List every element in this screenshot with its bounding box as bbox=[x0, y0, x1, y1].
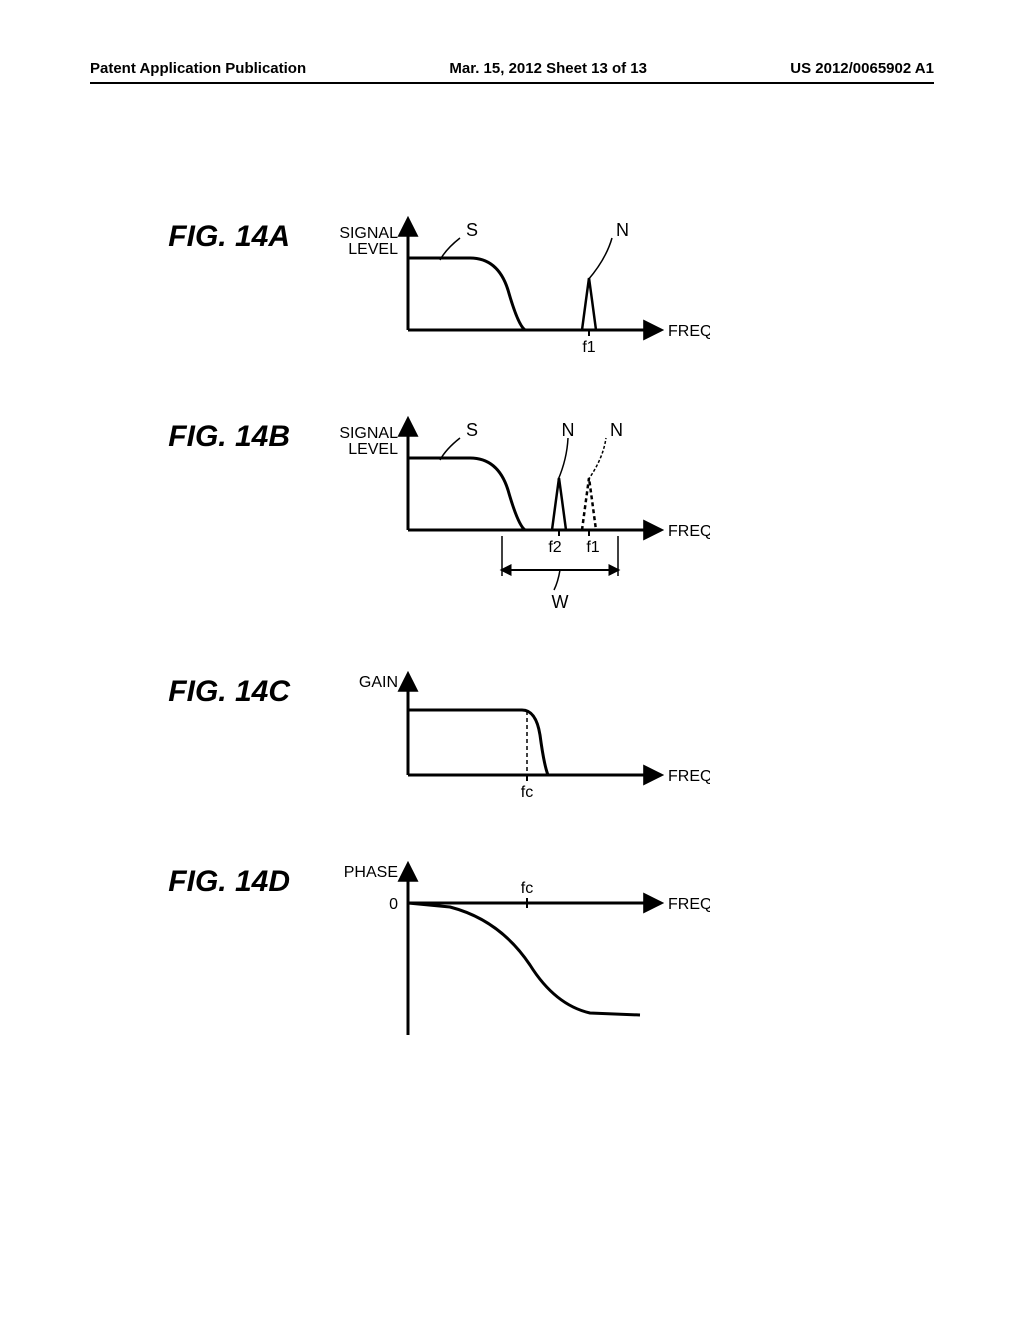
svg-text:0: 0 bbox=[389, 896, 398, 913]
figure-14b-label: FIG. 14B bbox=[0, 410, 330, 454]
svg-text:f1: f1 bbox=[586, 539, 599, 556]
svg-text:fc: fc bbox=[521, 880, 533, 897]
svg-text:PHASE: PHASE bbox=[344, 864, 398, 881]
svg-text:S: S bbox=[466, 420, 478, 440]
svg-text:N: N bbox=[562, 420, 575, 440]
figure-14c-chart: GAIN FREQUENCY fc bbox=[330, 665, 710, 815]
figure-14d-label: FIG. 14D bbox=[0, 855, 330, 899]
figure-14d-svg: PHASE FREQUENCY 0 fc bbox=[330, 855, 710, 1045]
figure-14c-row: FIG. 14C GAIN FREQUENCY fc bbox=[0, 665, 1024, 815]
svg-text:W: W bbox=[552, 592, 569, 612]
figure-14b-chart: SIGNALLEVEL FREQUENCY f2 f1 S N N W bbox=[330, 410, 710, 630]
figure-14c-label: FIG. 14C bbox=[0, 665, 330, 709]
svg-text:FREQUENCY: FREQUENCY bbox=[668, 523, 710, 540]
page-header: Patent Application Publication Mar. 15, … bbox=[0, 60, 1024, 77]
svg-text:FREQUENCY: FREQUENCY bbox=[668, 768, 710, 785]
svg-text:N: N bbox=[616, 220, 629, 240]
svg-text:f1: f1 bbox=[582, 339, 595, 356]
figure-14d-chart: PHASE FREQUENCY 0 fc bbox=[330, 855, 710, 1045]
svg-text:FREQUENCY: FREQUENCY bbox=[668, 323, 710, 340]
header-right: US 2012/0065902 A1 bbox=[790, 60, 934, 77]
figure-14d-row: FIG. 14D PHASE FREQUENCY 0 fc bbox=[0, 855, 1024, 1045]
svg-text:GAIN: GAIN bbox=[359, 674, 398, 691]
svg-text:FREQUENCY: FREQUENCY bbox=[668, 896, 710, 913]
svg-text:S: S bbox=[466, 220, 478, 240]
figure-14b-row: FIG. 14B SIGNALLEVEL FREQUENCY f2 f1 S N N W bbox=[0, 410, 1024, 630]
svg-text:f2: f2 bbox=[548, 539, 561, 556]
svg-text:SIGNALLEVEL: SIGNALLEVEL bbox=[339, 425, 398, 458]
svg-text:SIGNALLEVEL: SIGNALLEVEL bbox=[339, 225, 398, 258]
svg-text:fc: fc bbox=[521, 784, 533, 801]
figure-14a-chart: SIGNALLEVEL FREQUENCY f1 S N bbox=[330, 210, 710, 380]
figure-14a-row: FIG. 14A SIGNALLEVEL FREQUENCY f1 S N bbox=[0, 210, 1024, 380]
header-rule bbox=[90, 82, 934, 84]
figure-14a-label: FIG. 14A bbox=[0, 210, 330, 254]
figure-14b-svg: SIGNALLEVEL FREQUENCY f2 f1 S N N W bbox=[330, 410, 710, 630]
header-mid: Mar. 15, 2012 Sheet 13 of 13 bbox=[449, 60, 647, 77]
header-left: Patent Application Publication bbox=[90, 60, 306, 77]
figure-14c-svg: GAIN FREQUENCY fc bbox=[330, 665, 710, 815]
svg-text:N: N bbox=[610, 420, 623, 440]
figure-14a-svg: SIGNALLEVEL FREQUENCY f1 S N bbox=[330, 210, 710, 380]
